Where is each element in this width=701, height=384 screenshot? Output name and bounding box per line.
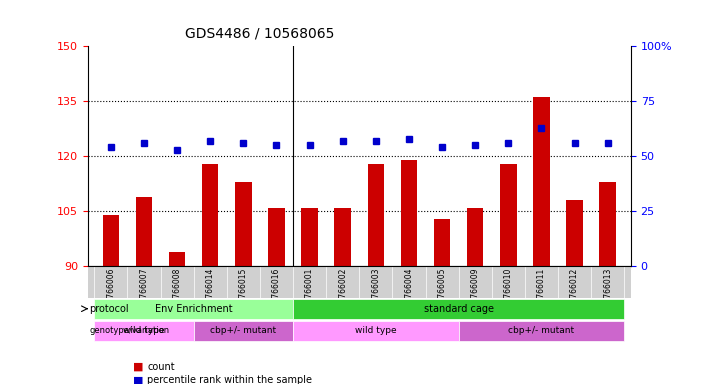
- Text: GSM766015: GSM766015: [239, 268, 248, 314]
- Bar: [235, 182, 252, 266]
- Text: GSM766006: GSM766006: [107, 268, 115, 314]
- Text: ■: ■: [133, 362, 144, 372]
- FancyBboxPatch shape: [193, 321, 293, 341]
- Text: count: count: [147, 362, 175, 372]
- FancyBboxPatch shape: [458, 321, 625, 341]
- Bar: [533, 98, 550, 266]
- Text: GSM766001: GSM766001: [305, 268, 314, 314]
- Bar: [367, 164, 384, 266]
- Text: GSM766008: GSM766008: [172, 268, 182, 314]
- Text: standard cage: standard cage: [423, 304, 494, 314]
- Bar: [434, 218, 450, 266]
- Text: GDS4486 / 10568065: GDS4486 / 10568065: [185, 27, 335, 41]
- Bar: [566, 200, 583, 266]
- Text: GSM766004: GSM766004: [404, 268, 414, 314]
- Text: GSM766009: GSM766009: [470, 268, 479, 314]
- Bar: [500, 164, 517, 266]
- Text: ■: ■: [133, 375, 144, 384]
- Text: GSM766016: GSM766016: [272, 268, 281, 314]
- Bar: [202, 164, 219, 266]
- Text: cbp+/- mutant: cbp+/- mutant: [210, 326, 276, 335]
- Text: GSM766011: GSM766011: [537, 268, 546, 314]
- FancyBboxPatch shape: [293, 321, 458, 341]
- Text: GSM766007: GSM766007: [139, 268, 149, 314]
- FancyBboxPatch shape: [94, 299, 293, 319]
- Bar: [268, 207, 285, 266]
- Text: GSM766003: GSM766003: [372, 268, 381, 314]
- Text: percentile rank within the sample: percentile rank within the sample: [147, 375, 312, 384]
- Text: genotype/variation: genotype/variation: [89, 326, 170, 335]
- Bar: [102, 215, 119, 266]
- Text: cbp+/- mutant: cbp+/- mutant: [508, 326, 575, 335]
- Text: wild type: wild type: [123, 326, 165, 335]
- Bar: [136, 197, 152, 266]
- Bar: [401, 160, 417, 266]
- Text: protocol: protocol: [89, 304, 129, 314]
- Bar: [301, 207, 318, 266]
- Text: GSM766002: GSM766002: [338, 268, 347, 314]
- FancyBboxPatch shape: [94, 321, 193, 341]
- Text: GSM766012: GSM766012: [570, 268, 579, 314]
- Bar: [467, 207, 484, 266]
- FancyBboxPatch shape: [293, 299, 625, 319]
- Text: GSM766014: GSM766014: [205, 268, 215, 314]
- Text: GSM766013: GSM766013: [604, 268, 612, 314]
- Text: GSM766010: GSM766010: [504, 268, 513, 314]
- Text: GSM766005: GSM766005: [437, 268, 447, 314]
- Text: Env Enrichment: Env Enrichment: [155, 304, 233, 314]
- Bar: [169, 252, 185, 266]
- Bar: [334, 207, 351, 266]
- Text: wild type: wild type: [355, 326, 397, 335]
- Bar: [599, 182, 616, 266]
